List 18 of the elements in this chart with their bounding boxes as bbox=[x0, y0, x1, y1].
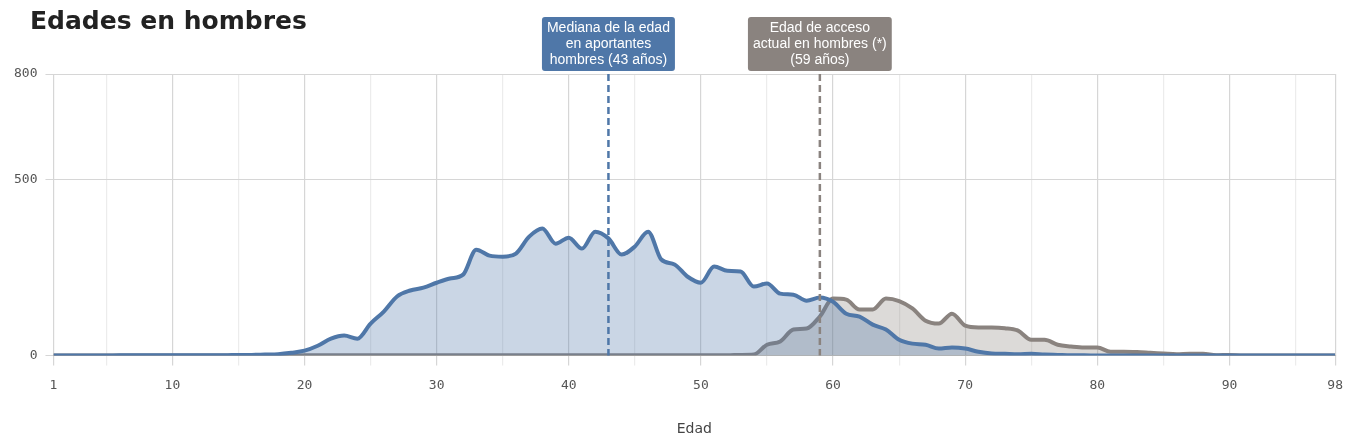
y-tick-label: 0 bbox=[29, 346, 38, 362]
x-tick-label: 80 bbox=[1089, 376, 1106, 392]
x-tick-label: 1 bbox=[49, 376, 58, 392]
x-tick-label: 60 bbox=[825, 376, 841, 392]
ref-line-label: Edad de acceso actual en hombres (*) (59 años) bbox=[752, 18, 887, 67]
y-tick-label: 800 bbox=[14, 65, 38, 81]
x-axis-title: Edad bbox=[676, 420, 712, 437]
x-tick-label: 50 bbox=[693, 376, 709, 392]
x-tick-label: 40 bbox=[560, 376, 577, 392]
x-tick-label: 10 bbox=[164, 376, 181, 392]
y-tick-label: 500 bbox=[14, 170, 38, 186]
chart-title: Edades en hombres bbox=[30, 6, 307, 35]
x-tick-label: 30 bbox=[428, 376, 445, 392]
x-tick-label: 70 bbox=[957, 376, 974, 392]
ref-line-label: Mediana de la edad en aportantes hombres (43 años) bbox=[546, 18, 670, 67]
x-tick-label: 90 bbox=[1221, 376, 1238, 392]
x-tick-label: 20 bbox=[296, 376, 313, 392]
x-tick-label: 98 bbox=[1327, 376, 1343, 392]
